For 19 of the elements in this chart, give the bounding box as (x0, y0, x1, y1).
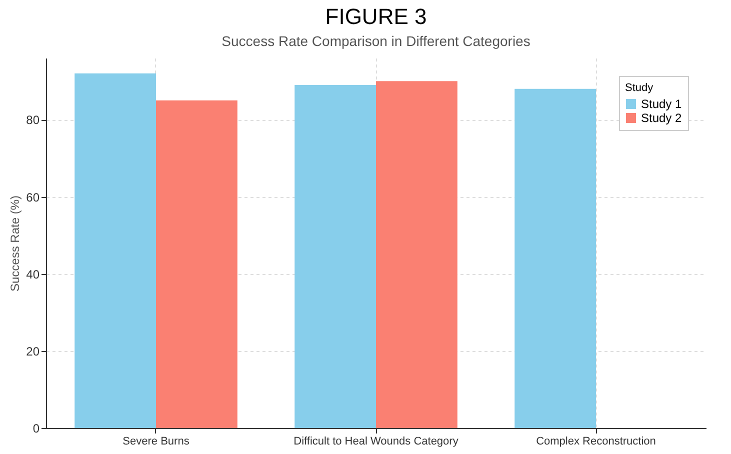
y-tick-label: 40 (26, 267, 40, 282)
bar (156, 100, 238, 428)
x-tick-label: Difficult to Heal Wounds Category (294, 436, 459, 448)
x-tick-label: Complex Reconstruction (536, 436, 656, 448)
y-tick-label: 60 (26, 190, 40, 204)
chart-title: FIGURE 3 (325, 4, 427, 29)
bar (514, 88, 596, 428)
y-tick-label: 20 (26, 344, 40, 358)
bar (376, 81, 458, 428)
y-tick-label: 80 (26, 113, 40, 128)
x-tick-label: Severe Burns (122, 436, 190, 448)
bar (294, 84, 376, 428)
bar (74, 73, 156, 428)
chart-subtitle: Success Rate Comparison in Different Categories (222, 33, 530, 49)
legend-title: Study (625, 82, 654, 94)
legend-label: Study 2 (641, 111, 682, 125)
y-tick-label: 0 (32, 422, 40, 436)
y-axis-title: Success Rate (%) (8, 195, 22, 292)
legend-label: Study 1 (641, 97, 682, 111)
